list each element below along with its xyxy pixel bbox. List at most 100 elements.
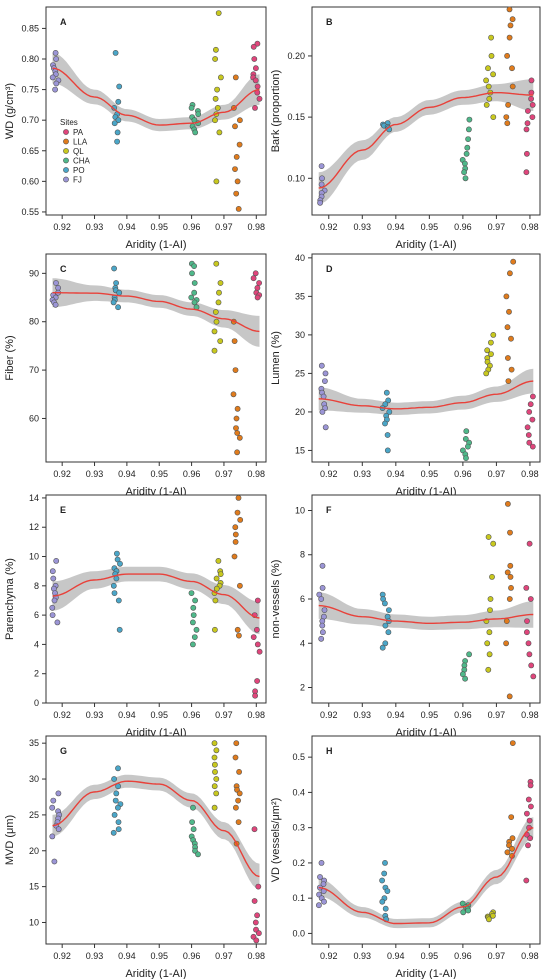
panel-letter: C [60,264,67,274]
confidence-band [318,817,534,929]
data-point [52,301,59,308]
y-tick-label: 14 [29,493,39,503]
data-point [191,280,198,286]
y-axis-label: non-vessels (%) [270,560,282,639]
panel-letter: H [326,746,333,756]
fit-line [52,780,260,878]
data-point [484,640,491,647]
data-point [461,160,468,167]
data-point [215,558,222,564]
y-tick-label: 40 [295,253,305,263]
data-point [509,16,516,23]
y-tick-label: 0.80 [21,54,39,64]
data-point [526,408,533,415]
data-point [506,308,512,315]
data-point [319,408,326,415]
data-point [52,50,59,56]
data-point [211,754,218,761]
data-point [235,205,242,212]
data-point [213,747,220,754]
data-point [508,335,514,342]
data-point [51,597,58,604]
data-point [384,432,391,438]
data-point [529,102,536,108]
data-point [110,582,117,589]
data-point [114,129,121,136]
data-point [504,500,511,507]
data-point [212,117,218,124]
data-point [485,83,492,90]
data-point [213,585,220,592]
data-point [528,77,535,84]
data-point [488,351,494,357]
data-point [489,574,495,580]
y-axis-label: Lumen (%) [270,331,282,385]
panel-D: D 15 20 25 30 35 40 0.92 0.93 0.94 0.95 0.96 0.97 0.9… [270,253,541,498]
data-point [255,930,262,937]
fit-line [318,827,534,925]
data-point [384,447,391,454]
legend-marker [63,148,69,154]
y-tick-label: 8 [300,550,305,560]
data-point [383,389,390,396]
data-point [483,102,490,108]
fit-line [52,67,260,126]
data-point [213,178,220,185]
x-tick-label: 0.92 [53,951,71,961]
series-PA [523,77,536,176]
data-point [386,408,393,415]
data-point [114,550,120,557]
data-point [116,83,123,90]
data-point [490,114,497,120]
y-tick-label: 0.75 [21,85,39,95]
y-tick-label: 0.15 [287,112,305,122]
data-point [487,607,493,613]
data-point [115,819,122,825]
data-point [115,117,122,124]
data-point [53,80,60,87]
data-point [462,435,469,442]
data-point [506,270,513,277]
data-point [524,629,530,636]
data-point [191,299,198,306]
panel-letter: E [60,505,66,515]
x-tick-label: 0.98 [521,222,539,232]
data-point [485,65,491,72]
data-point [508,814,515,820]
series-PA [250,40,263,111]
x-tick-label: 0.98 [521,951,539,961]
data-point [49,804,56,811]
data-point [508,585,514,591]
legend-label: QL [73,147,84,156]
series-QL [483,534,497,673]
data-point [254,284,261,291]
data-point [211,626,218,633]
confidence-band [318,79,534,204]
confidence-band [52,278,260,347]
x-tick-label: 0.98 [248,710,266,720]
data-point [379,644,386,651]
x-tick-label: 0.98 [248,951,266,961]
data-point [525,432,532,438]
series-LLA [230,74,243,212]
data-point [236,434,243,441]
y-tick-label: 0.70 [21,115,39,125]
data-point [236,769,242,775]
data-point [524,618,530,624]
x-tick-label: 0.98 [521,469,539,479]
data-point [50,797,57,804]
y-tick-label: 0.5 [292,752,305,762]
x-tick-label: 0.97 [488,710,506,720]
data-point [526,817,533,824]
data-point [488,53,495,59]
legend-marker [63,138,69,145]
x-tick-label: 0.94 [387,222,405,232]
x-tick-label: 0.97 [215,951,233,961]
y-tick-label: 90 [29,268,39,278]
data-point [507,562,514,569]
y-tick-label: 15 [29,882,39,892]
x-tick-label: 0.95 [150,710,168,720]
data-point [504,849,511,856]
data-point [212,769,218,775]
data-point [214,86,220,93]
